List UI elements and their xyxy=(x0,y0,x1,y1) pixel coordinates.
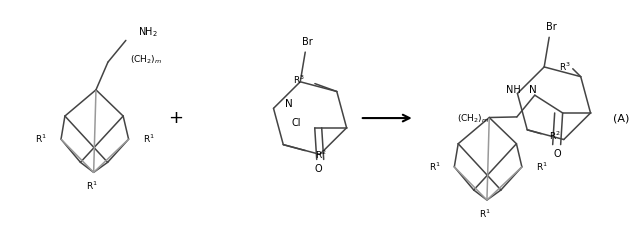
Text: R$^3$: R$^3$ xyxy=(559,61,571,73)
Text: (A): (A) xyxy=(612,113,629,123)
Text: N: N xyxy=(285,99,293,109)
Text: R$^1$: R$^1$ xyxy=(143,133,154,145)
Text: N: N xyxy=(529,85,537,94)
Text: R$^1$: R$^1$ xyxy=(536,161,548,173)
Text: O: O xyxy=(315,164,323,174)
Text: Cl: Cl xyxy=(291,118,301,128)
Text: Br: Br xyxy=(302,37,312,47)
Text: R$^1$: R$^1$ xyxy=(35,133,47,145)
Text: R$^1$: R$^1$ xyxy=(86,180,97,192)
Text: NH$_2$: NH$_2$ xyxy=(138,26,157,39)
Text: R$^3$: R$^3$ xyxy=(293,73,305,86)
Text: (CH$_2$)$_m$: (CH$_2$)$_m$ xyxy=(457,113,489,125)
Text: Br: Br xyxy=(546,22,557,32)
Text: +: + xyxy=(168,109,183,127)
Text: (CH$_2$)$_m$: (CH$_2$)$_m$ xyxy=(130,54,162,66)
Text: R$^1$: R$^1$ xyxy=(429,161,440,173)
Text: O: O xyxy=(554,150,561,159)
Text: R$^2$: R$^2$ xyxy=(315,148,327,161)
Text: R$^1$: R$^1$ xyxy=(479,208,491,220)
Text: NH: NH xyxy=(506,85,521,95)
Text: R$^2$: R$^2$ xyxy=(549,129,561,142)
